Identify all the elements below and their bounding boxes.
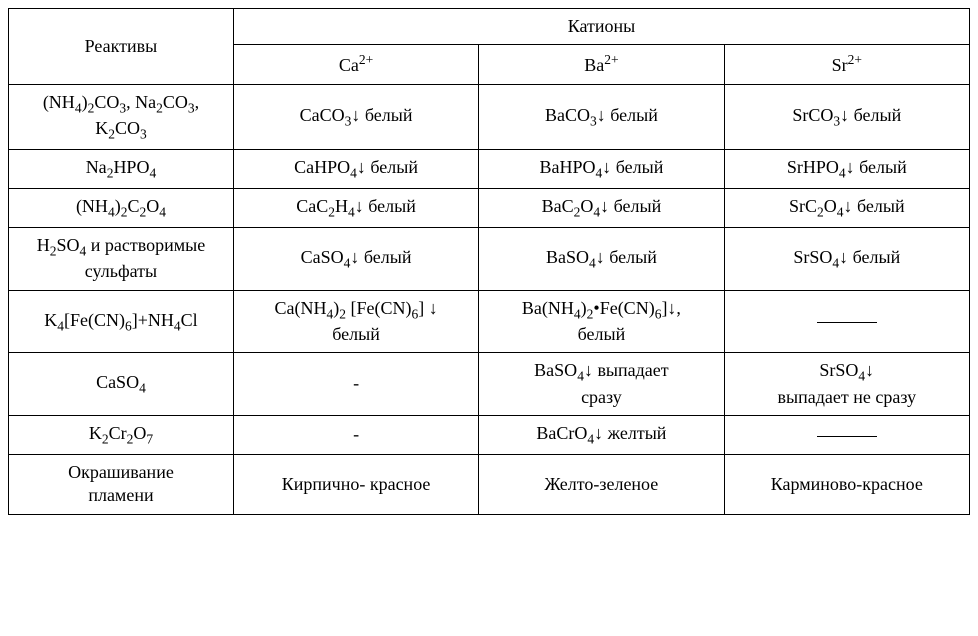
cell-ca: - <box>233 415 478 454</box>
cell-sr <box>724 290 969 353</box>
cell-ba: BaSO4↓ белый <box>479 228 724 291</box>
reaction-table: Реактивы Катионы Ca2+ Ba2+ Sr2+ (NH4)2CO… <box>8 8 970 515</box>
table-row: K4[Fe(CN)6]+NH4ClCa(NH4)2 [Fe(CN)6] ↓бел… <box>9 290 970 353</box>
cell-ca: CaHPO4↓ белый <box>233 150 478 189</box>
cell-ba: BaCO3↓ белый <box>479 84 724 149</box>
cell-reagent: (NH4)2C2O4 <box>9 189 234 228</box>
cell-reagent: (NH4)2CO3, Na2CO3,K2CO3 <box>9 84 234 149</box>
table-row: Na2HPO4CaHPO4↓ белыйBaHPO4↓ белыйSrHPO4↓… <box>9 150 970 189</box>
header-ca: Ca2+ <box>233 45 478 84</box>
header-cations: Катионы <box>233 9 969 45</box>
cell-ba: Ba(NH4)2•Fe(CN)6]↓,белый <box>479 290 724 353</box>
cell-ca: CaCO3↓ белый <box>233 84 478 149</box>
cell-reagent: Na2HPO4 <box>9 150 234 189</box>
cell-ba: BaSO4↓ выпадаетсразу <box>479 353 724 416</box>
cell-sr <box>724 415 969 454</box>
table-row: CaSO4-BaSO4↓ выпадаетсразуSrSO4↓выпадает… <box>9 353 970 416</box>
cell-sr: SrHPO4↓ белый <box>724 150 969 189</box>
cell-ca: Ca(NH4)2 [Fe(CN)6] ↓белый <box>233 290 478 353</box>
table-row: H2SO4 и растворимыесульфатыCaSO4↓ белыйB… <box>9 228 970 291</box>
cell-reagent: K2Cr2O7 <box>9 415 234 454</box>
table-row: (NH4)2C2O4CaC2H4↓ белыйBaC2O4↓ белыйSrC2… <box>9 189 970 228</box>
cell-ba: BaHPO4↓ белый <box>479 150 724 189</box>
cell-ca: CaSO4↓ белый <box>233 228 478 291</box>
cell-reagent: K4[Fe(CN)6]+NH4Cl <box>9 290 234 353</box>
cell-sr: Карминово-красное <box>724 455 969 515</box>
cell-sr: SrSO4↓ белый <box>724 228 969 291</box>
header-sr: Sr2+ <box>724 45 969 84</box>
header-reagents: Реактивы <box>9 9 234 85</box>
cell-ba: Желто-зеленое <box>479 455 724 515</box>
cell-ba: BaCrO4↓ желтый <box>479 415 724 454</box>
cell-reagent: Окрашиваниепламени <box>9 455 234 515</box>
cell-reagent: CaSO4 <box>9 353 234 416</box>
cell-ca: - <box>233 353 478 416</box>
table-row: ОкрашиваниепламениКирпично- красноеЖелто… <box>9 455 970 515</box>
table-body: (NH4)2CO3, Na2CO3,K2CO3CaCO3↓ белыйBaCO3… <box>9 84 970 514</box>
cell-ca: CaC2H4↓ белый <box>233 189 478 228</box>
cell-ba: BaC2O4↓ белый <box>479 189 724 228</box>
cell-sr: SrSO4↓выпадает не сразу <box>724 353 969 416</box>
cell-ca: Кирпично- красное <box>233 455 478 515</box>
cell-sr: SrCO3↓ белый <box>724 84 969 149</box>
cell-reagent: H2SO4 и растворимыесульфаты <box>9 228 234 291</box>
table-row: K2Cr2O7-BaCrO4↓ желтый <box>9 415 970 454</box>
header-ba: Ba2+ <box>479 45 724 84</box>
table-row: (NH4)2CO3, Na2CO3,K2CO3CaCO3↓ белыйBaCO3… <box>9 84 970 149</box>
cell-sr: SrC2O4↓ белый <box>724 189 969 228</box>
